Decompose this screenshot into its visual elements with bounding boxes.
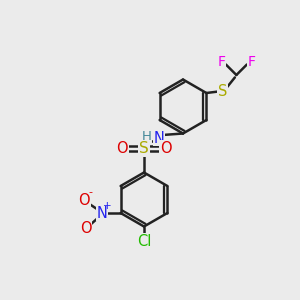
Text: -: - (88, 187, 93, 197)
Text: O: O (80, 221, 91, 236)
Text: F: F (248, 55, 255, 68)
Text: O: O (160, 141, 171, 156)
Text: S: S (139, 141, 149, 156)
Text: N: N (97, 206, 107, 220)
Text: O: O (117, 141, 128, 156)
Text: H: H (142, 130, 151, 143)
Text: F: F (218, 55, 225, 68)
Text: +: + (103, 201, 112, 212)
Text: Cl: Cl (137, 234, 151, 249)
Text: S: S (218, 84, 228, 99)
Text: N: N (154, 130, 164, 146)
Text: O: O (78, 193, 90, 208)
